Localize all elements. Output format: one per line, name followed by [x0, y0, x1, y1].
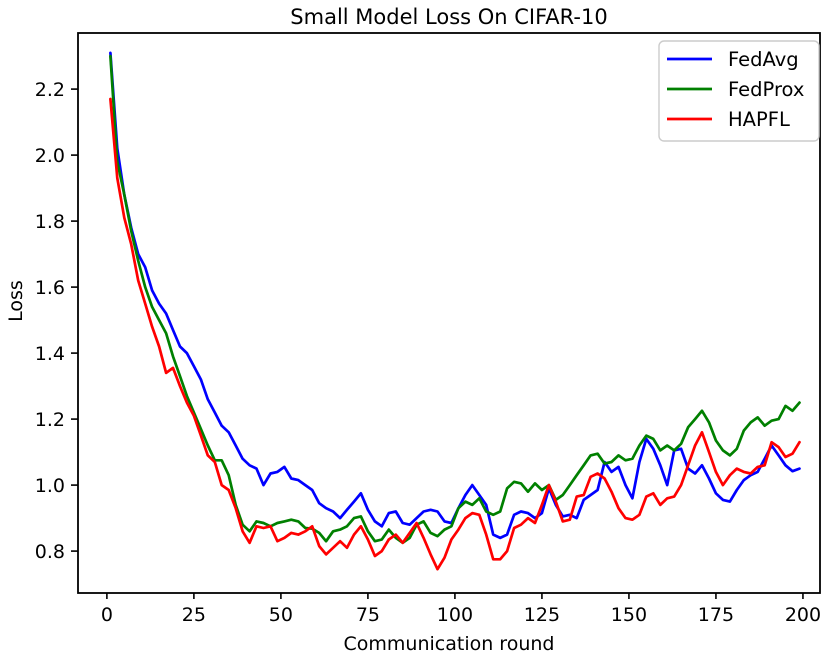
- x-tick-label: 75: [356, 604, 380, 626]
- x-tick-label: 0: [101, 604, 113, 626]
- y-axis-label: Loss: [5, 280, 27, 322]
- x-tick-label: 25: [182, 604, 206, 626]
- x-tick-label: 150: [611, 604, 647, 626]
- plot-border: [77, 32, 821, 594]
- x-tick-label: 100: [437, 604, 473, 626]
- legend-label-fedavg: FedAvg: [728, 48, 799, 71]
- x-tick-label: 200: [785, 604, 821, 626]
- x-tick-label: 175: [698, 604, 734, 626]
- legend-box: [658, 40, 820, 142]
- plot-series-group: [109, 51, 801, 571]
- y-tick-label: 1.4: [35, 343, 65, 365]
- y-axis: 0.8 1.0 1.2 1.4 1.6 1.8 2.0 2.2: [35, 79, 78, 563]
- x-axis-label: Communication round: [344, 633, 555, 655]
- x-tick-label: 125: [524, 604, 560, 626]
- y-tick-label: 1.2: [35, 409, 65, 431]
- legend-label-fedprox: FedProx: [728, 78, 804, 101]
- series-line-fedprox: [109, 54, 801, 545]
- y-tick-label: 1.0: [35, 475, 65, 497]
- y-tick-label: 1.6: [35, 277, 65, 299]
- chart-title: Small Model Loss On CIFAR-10: [290, 5, 607, 29]
- legend-label-hapfl: HAPFL: [728, 108, 790, 131]
- y-tick-label: 2.0: [35, 145, 65, 167]
- legend: FedAvg FedProx HAPFL: [658, 40, 820, 142]
- series-line-hapfl: [109, 97, 801, 571]
- y-tick-label: 1.8: [35, 211, 65, 233]
- y-tick-label: 2.2: [35, 79, 65, 101]
- y-tick-label: 0.8: [35, 541, 65, 563]
- x-axis: 0 25 50 75 100 125 150 175 200: [101, 593, 821, 626]
- x-tick-label: 50: [269, 604, 293, 626]
